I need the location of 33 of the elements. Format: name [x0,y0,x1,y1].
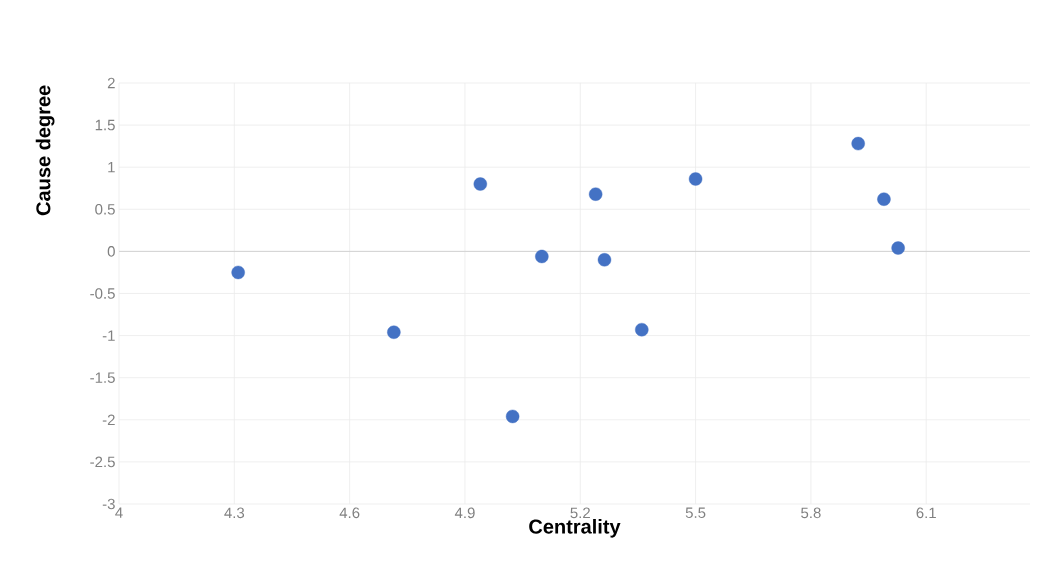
x-tick-label: 4 [115,507,123,518]
x-tick-label: 4.3 [224,507,245,519]
point [535,249,549,264]
x-tick-label: 5.2 [570,507,590,519]
y-tick-label: -1.5 [90,372,115,383]
point [851,136,865,151]
y-tick-label: 0.5 [95,203,115,215]
y-tick-label: 1.5 [95,119,115,131]
y-tick-label: -2.5 [90,456,115,468]
y-tick-label: -1 [102,330,115,341]
y-tick-label: 0 [107,246,115,257]
x-axis-title: Centrality [529,519,621,538]
x-tick-label: 5.5 [685,507,706,518]
point [505,409,520,424]
point [891,241,905,255]
y-tick-label: 1 [108,162,115,173]
point [688,172,703,186]
y-tick-label: -2 [102,414,115,426]
x-tick-label: 5.8 [801,507,821,519]
point [231,265,245,280]
y-tick-label: -3 [102,498,115,510]
point [588,187,603,201]
point [473,177,488,191]
y-tick-label: -0.5 [90,288,115,299]
x-tick-label: 6.1 [916,507,936,519]
point [877,192,891,206]
y-axis-title: Cause degree [35,85,55,216]
point [387,325,401,339]
x-tick-label: 4.6 [339,507,360,519]
point [635,323,649,337]
y-tick-label: 2 [107,77,115,89]
x-tick-label: 4.9 [454,507,475,519]
point [597,253,612,267]
